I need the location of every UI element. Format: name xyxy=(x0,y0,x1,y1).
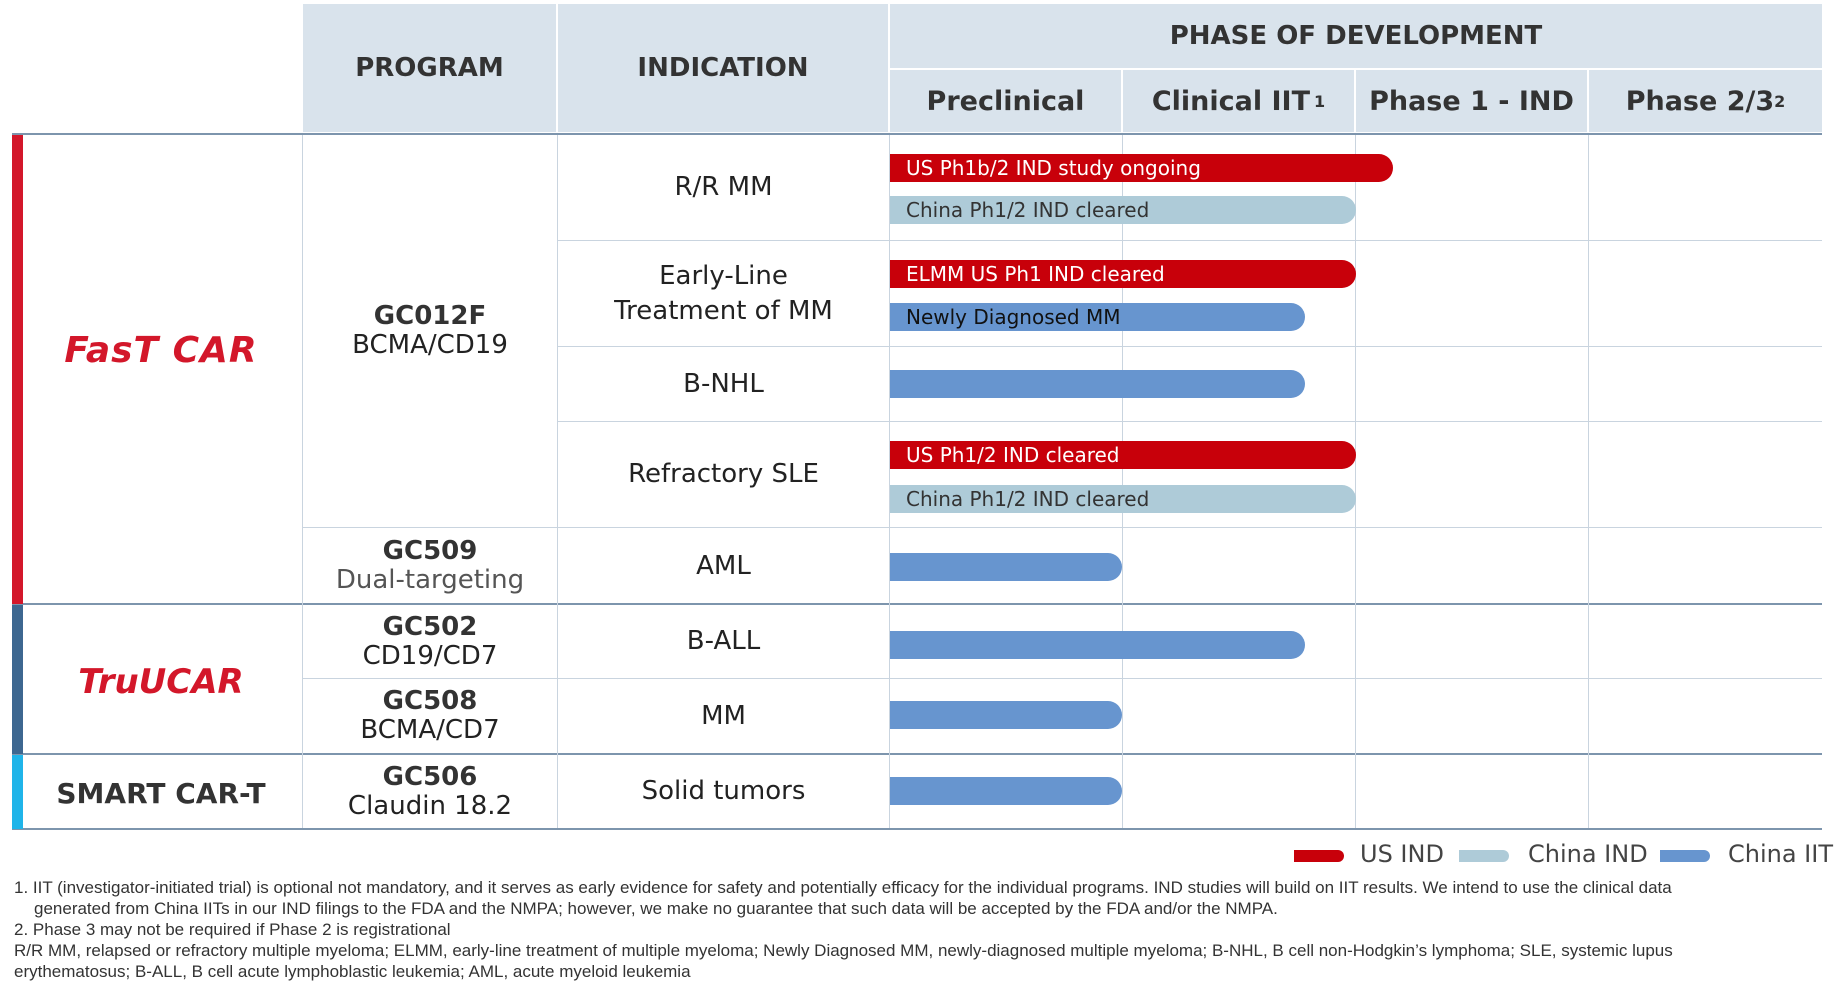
program-gc502: GC502 CD19/CD7 xyxy=(303,605,557,678)
program-gc012f: GC012F BCMA/CD19 xyxy=(303,135,557,527)
legend-china-iit-swatch xyxy=(1660,850,1710,862)
legend-us-ind-label: US IND xyxy=(1360,840,1444,868)
header-phase23-bg xyxy=(1589,70,1822,132)
program-code: GC506 xyxy=(382,761,478,792)
column-divider xyxy=(1588,135,1589,828)
header-phase-bg xyxy=(890,4,1822,68)
row-divider xyxy=(558,240,1822,241)
header-indication: INDICATION xyxy=(637,53,809,83)
smart-car-t-label: SMART CAR-T xyxy=(56,776,266,810)
table-bottom xyxy=(12,828,1822,830)
legend-china-iit-label: China IIT xyxy=(1728,840,1833,868)
program-target: CD19/CD7 xyxy=(362,640,498,671)
footnote-ref: 1 xyxy=(1314,91,1326,111)
column-divider xyxy=(1122,135,1123,828)
fastcar-logo: FasT CAR xyxy=(64,329,258,371)
row-divider xyxy=(12,133,1822,135)
row-divider xyxy=(12,753,1822,755)
header-indication-bg xyxy=(558,4,888,132)
program-code: GC508 xyxy=(382,686,478,716)
legend-china-ind-label: China IND xyxy=(1528,840,1648,868)
header-phase-2-3: Phase 2/3 2 xyxy=(1625,85,1786,117)
indication-line: Treatment of MM xyxy=(614,295,833,326)
header-phase-title: PHASE OF DEVELOPMENT xyxy=(1169,21,1543,51)
abbreviations-line-1: R/R MM, relapsed or refractory multiple … xyxy=(14,941,1673,960)
header-phase-clinical-iit: Clinical IIT 1 xyxy=(1151,85,1326,117)
row-divider xyxy=(558,346,1822,347)
header-phase-1-ind: Phase 1 - IND xyxy=(1369,85,1574,117)
trucar-accent-bar xyxy=(12,605,23,754)
bar-ndmm-china-iit: Newly Diagnosed MM xyxy=(890,303,1305,331)
row-divider xyxy=(12,603,1822,605)
header-program: PROGRAM xyxy=(355,53,504,83)
legend-china-ind-swatch xyxy=(1459,850,1509,862)
column-divider xyxy=(1355,135,1356,828)
bar-aml-china-iit xyxy=(890,553,1122,581)
abbreviations-line-2: erythematosus; B-ALL, B cell acute lymph… xyxy=(14,962,691,981)
fastcar-accent-bar xyxy=(12,135,23,604)
bar-sle-china-ind: China Ph1/2 IND cleared xyxy=(890,485,1356,513)
footnote-ref: 2 xyxy=(1774,91,1786,111)
indication-early-line: Early-Line Treatment of MM xyxy=(558,241,889,346)
footnote-1-line-1: 1. IIT (investigator-initiated trial) is… xyxy=(14,878,1672,897)
column-divider xyxy=(889,135,890,828)
row-divider xyxy=(303,527,1822,528)
column-divider xyxy=(302,135,303,828)
program-target: BCMA/CD7 xyxy=(360,715,500,745)
bar-mm-china-iit xyxy=(890,701,1122,729)
trucar-logo: TruUCAR xyxy=(78,662,244,702)
indication-solid: Solid tumors xyxy=(641,776,806,806)
header-phase-preclinical: Preclinical xyxy=(926,85,1085,117)
header-phase1-bg xyxy=(1356,70,1587,132)
bar-elmm-us-ind: ELMM US Ph1 IND cleared xyxy=(890,260,1356,288)
program-code: GC012F xyxy=(373,301,487,331)
indication-bnhl: B-NHL xyxy=(683,368,764,399)
program-target: Dual-targeting xyxy=(335,565,525,595)
program-target: BCMA/CD19 xyxy=(352,330,508,360)
footnote-2: 2. Phase 3 may not be required if Phase … xyxy=(14,920,451,939)
indication-sle: Refractory SLE xyxy=(628,459,819,489)
indication-rrmm: R/R MM xyxy=(674,172,773,202)
indication-mm: MM xyxy=(701,700,746,731)
bar-bnhl-china-iit xyxy=(890,370,1305,398)
program-code: GC509 xyxy=(382,536,478,566)
program-gc508: GC508 BCMA/CD7 xyxy=(303,679,557,753)
bar-ball-china-iit xyxy=(890,631,1305,659)
bar-solid-china-iit xyxy=(890,777,1122,805)
header-preclinical-bg xyxy=(890,70,1121,132)
indication-line: Early-Line xyxy=(659,260,788,291)
smart-accent-bar xyxy=(12,755,23,829)
indication-ball: B-ALL xyxy=(686,626,761,656)
program-gc506: GC506 Claudin 18.2 xyxy=(303,755,557,828)
footnote-1-line-2: generated from China IITs in our IND fil… xyxy=(34,899,1278,918)
row-divider xyxy=(558,421,1822,422)
program-target: Claudin 18.2 xyxy=(347,790,513,821)
column-divider xyxy=(557,135,558,828)
indication-aml: AML xyxy=(696,550,751,581)
bar-rrmm-china-ind: China Ph1/2 IND cleared xyxy=(890,196,1356,224)
bar-rrmm-us-ind: US Ph1b/2 IND study ongoing xyxy=(890,154,1393,182)
program-code: GC502 xyxy=(382,611,478,642)
bar-sle-us-ind: US Ph1/2 IND cleared xyxy=(890,441,1356,469)
row-divider xyxy=(303,678,1822,679)
program-gc509: GC509 Dual-targeting xyxy=(303,528,557,604)
legend-us-ind-swatch xyxy=(1294,850,1344,862)
header-program-bg xyxy=(303,4,556,132)
header-iit-bg xyxy=(1123,70,1354,132)
